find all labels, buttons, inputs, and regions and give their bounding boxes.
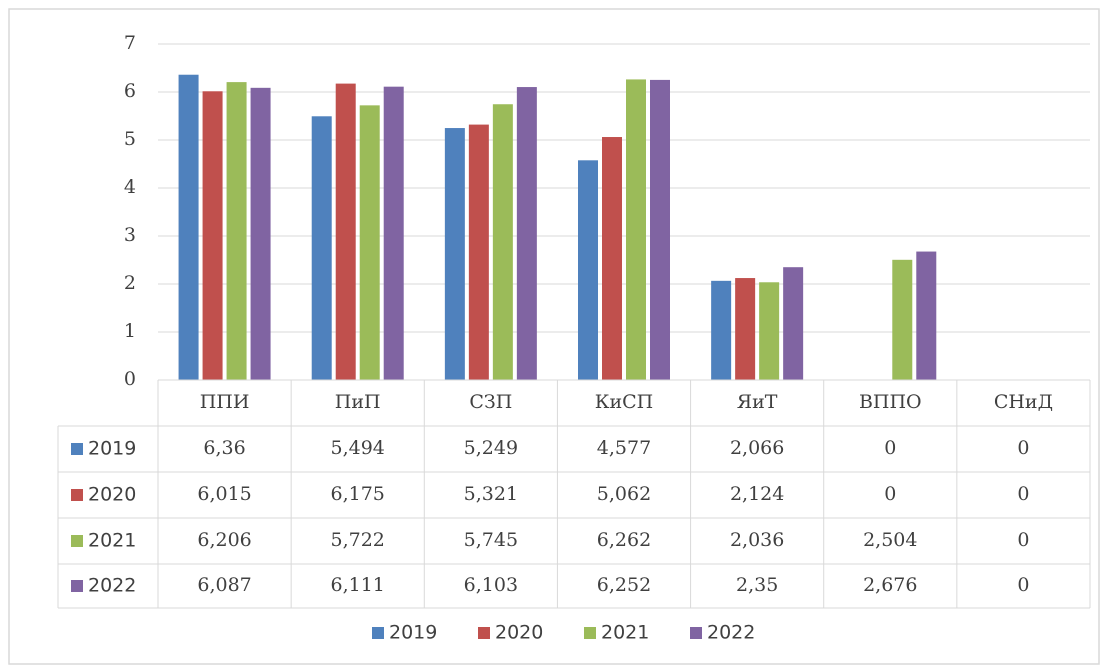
bar bbox=[626, 79, 646, 380]
bar bbox=[783, 267, 804, 380]
table-value: 6,262 bbox=[597, 529, 651, 551]
table-value: 5,249 bbox=[464, 437, 518, 459]
bar bbox=[735, 278, 756, 380]
table-value: 5,062 bbox=[597, 483, 651, 505]
bar bbox=[916, 251, 937, 380]
bar bbox=[892, 259, 913, 380]
x-tick-label: ПиП bbox=[335, 391, 381, 413]
table-value: 6,015 bbox=[197, 483, 251, 505]
bar bbox=[335, 83, 356, 380]
table-value: 2,036 bbox=[730, 529, 784, 551]
bar bbox=[178, 74, 199, 380]
bar bbox=[250, 87, 271, 380]
table-value: 6,175 bbox=[331, 483, 385, 505]
bar bbox=[226, 82, 247, 380]
legend-key bbox=[372, 627, 384, 639]
y-tick-label: 7 bbox=[124, 32, 136, 54]
legend-key bbox=[71, 489, 83, 501]
table-value: 0 bbox=[884, 483, 896, 505]
bar bbox=[578, 160, 598, 380]
bar bbox=[602, 137, 622, 380]
table-value: 6,103 bbox=[464, 574, 518, 596]
table-value: 5,321 bbox=[464, 483, 518, 505]
legend-key bbox=[71, 535, 83, 547]
table-value: 5,494 bbox=[331, 437, 385, 459]
legend-label: 2019 bbox=[389, 622, 437, 644]
table-value: 6,252 bbox=[597, 574, 651, 596]
table-value: 2,066 bbox=[730, 437, 784, 459]
table-value: 6,36 bbox=[203, 437, 245, 459]
bar bbox=[444, 128, 465, 380]
table-value: 0 bbox=[1017, 437, 1029, 459]
y-tick-label: 4 bbox=[124, 176, 136, 198]
x-tick-label: ВППО bbox=[859, 391, 922, 413]
bar bbox=[650, 79, 670, 381]
legend-key bbox=[71, 580, 83, 592]
table-series-label: 2020 bbox=[88, 484, 136, 506]
y-tick-label: 2 bbox=[124, 272, 136, 294]
legend-label: 2020 bbox=[495, 622, 543, 644]
table-value: 6,087 bbox=[197, 574, 251, 596]
x-tick-label: ЯиТ bbox=[737, 391, 778, 413]
x-tick-label: ППИ bbox=[200, 391, 250, 413]
table-value: 2,35 bbox=[736, 574, 778, 596]
table-value: 2,124 bbox=[730, 483, 784, 505]
legend-key bbox=[584, 627, 596, 639]
table-value: 5,745 bbox=[464, 529, 518, 551]
table-value: 0 bbox=[1017, 483, 1029, 505]
x-tick-label: КиСП bbox=[595, 391, 653, 413]
bar bbox=[468, 124, 489, 380]
bar bbox=[359, 105, 380, 381]
y-tick-label: 3 bbox=[124, 224, 136, 246]
table-value: 5,722 bbox=[331, 529, 385, 551]
bar bbox=[711, 280, 732, 380]
y-tick-label: 5 bbox=[124, 128, 136, 150]
table-value: 4,577 bbox=[597, 437, 651, 459]
table-value: 0 bbox=[884, 437, 896, 459]
bar bbox=[311, 116, 332, 381]
x-tick-label: СЗП bbox=[469, 391, 512, 413]
table-series-label: 2019 bbox=[88, 438, 136, 460]
table-value: 6,111 bbox=[331, 574, 385, 596]
y-tick-label: 6 bbox=[124, 80, 136, 102]
table-value: 0 bbox=[1017, 574, 1029, 596]
table-series-label: 2021 bbox=[88, 530, 136, 552]
bar bbox=[516, 87, 537, 380]
table-series-label: 2022 bbox=[88, 575, 136, 597]
bar bbox=[492, 104, 513, 381]
table-value: 2,504 bbox=[863, 529, 917, 551]
table-value: 0 bbox=[1017, 529, 1029, 551]
x-tick-label: СНиД bbox=[994, 391, 1053, 413]
bar bbox=[202, 91, 223, 380]
table-value: 2,676 bbox=[863, 574, 917, 596]
y-tick-label: 0 bbox=[124, 368, 136, 390]
y-tick-label: 1 bbox=[124, 320, 136, 342]
table-value: 6,206 bbox=[197, 529, 251, 551]
bar bbox=[383, 86, 404, 380]
bar bbox=[759, 282, 780, 380]
legend-label: 2021 bbox=[601, 622, 649, 644]
legend-key bbox=[71, 443, 83, 455]
legend-key bbox=[478, 627, 490, 639]
legend-label: 2022 bbox=[707, 622, 755, 644]
legend-key bbox=[690, 627, 702, 639]
